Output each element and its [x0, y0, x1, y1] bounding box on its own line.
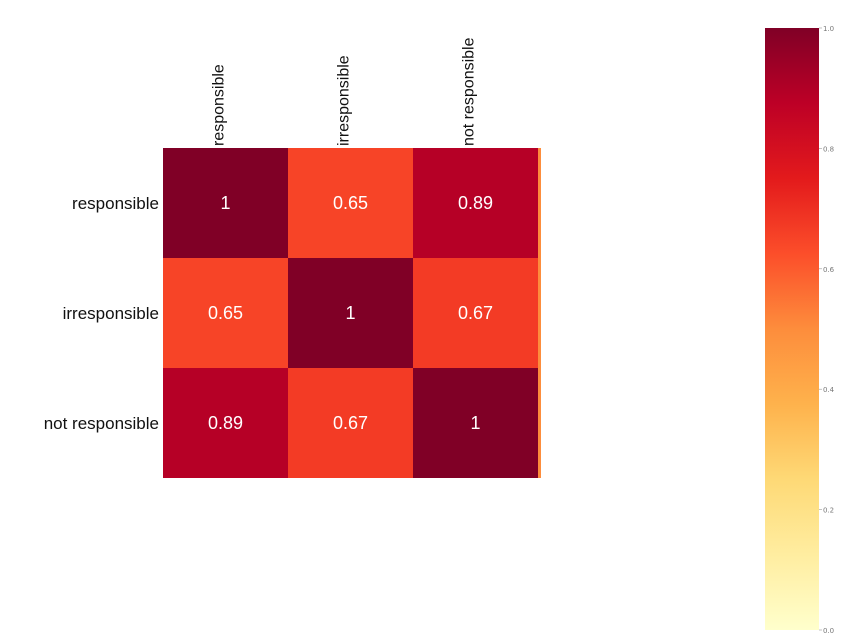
colorbar-tick-label: 0.2	[823, 507, 834, 515]
heatmap-grid	[163, 148, 541, 478]
cell-annotation: 0.65	[208, 303, 243, 323]
colorbar-tick-label: 0.4	[823, 386, 835, 394]
row-labels: responsible irresponsible not responsible	[44, 194, 159, 433]
row-label: responsible	[72, 194, 159, 213]
colorbar-gradient	[765, 28, 819, 630]
grid-edge-line	[538, 148, 541, 478]
cell-annotation: 0.67	[458, 303, 493, 323]
colorbar	[765, 28, 819, 630]
heatmap-cell	[288, 368, 413, 478]
row-label: not responsible	[44, 414, 159, 433]
heatmap-cell	[163, 368, 288, 478]
cell-annotations: 1 0.65 0.89 0.65 1 0.67 0.89 0.67 1	[208, 193, 493, 433]
heatmap-cell	[413, 258, 538, 368]
heatmap-cell	[163, 258, 288, 368]
row-label: irresponsible	[63, 304, 159, 323]
colorbar-tick-label: 0.8	[823, 145, 834, 153]
cell-annotation: 1	[470, 413, 480, 433]
colorbar-ticks: 0.0 0.2 0.4 0.6 0.8 1.0	[819, 25, 835, 635]
heatmap-cell	[413, 148, 538, 258]
cell-annotation: 1	[345, 303, 355, 323]
heatmap-cell	[413, 368, 538, 478]
cell-annotation: 0.89	[208, 413, 243, 433]
column-label: responsible	[211, 64, 228, 146]
colorbar-tick-label: 0.0	[823, 627, 834, 635]
column-labels: responsible irresponsible not responsible	[211, 37, 478, 146]
colorbar-tick-label: 0.6	[823, 266, 835, 274]
cell-annotation: 1	[220, 193, 230, 213]
column-label: irresponsible	[336, 55, 353, 146]
cell-annotation: 0.89	[458, 193, 493, 213]
column-label: not responsible	[461, 37, 478, 146]
heatmap-cell	[288, 258, 413, 368]
heatmap-cell	[163, 148, 288, 258]
cell-annotation: 0.65	[333, 193, 368, 213]
heatmap-cell	[288, 148, 413, 258]
colorbar-tick-label: 1.0	[823, 25, 834, 33]
cell-annotation: 0.67	[333, 413, 368, 433]
